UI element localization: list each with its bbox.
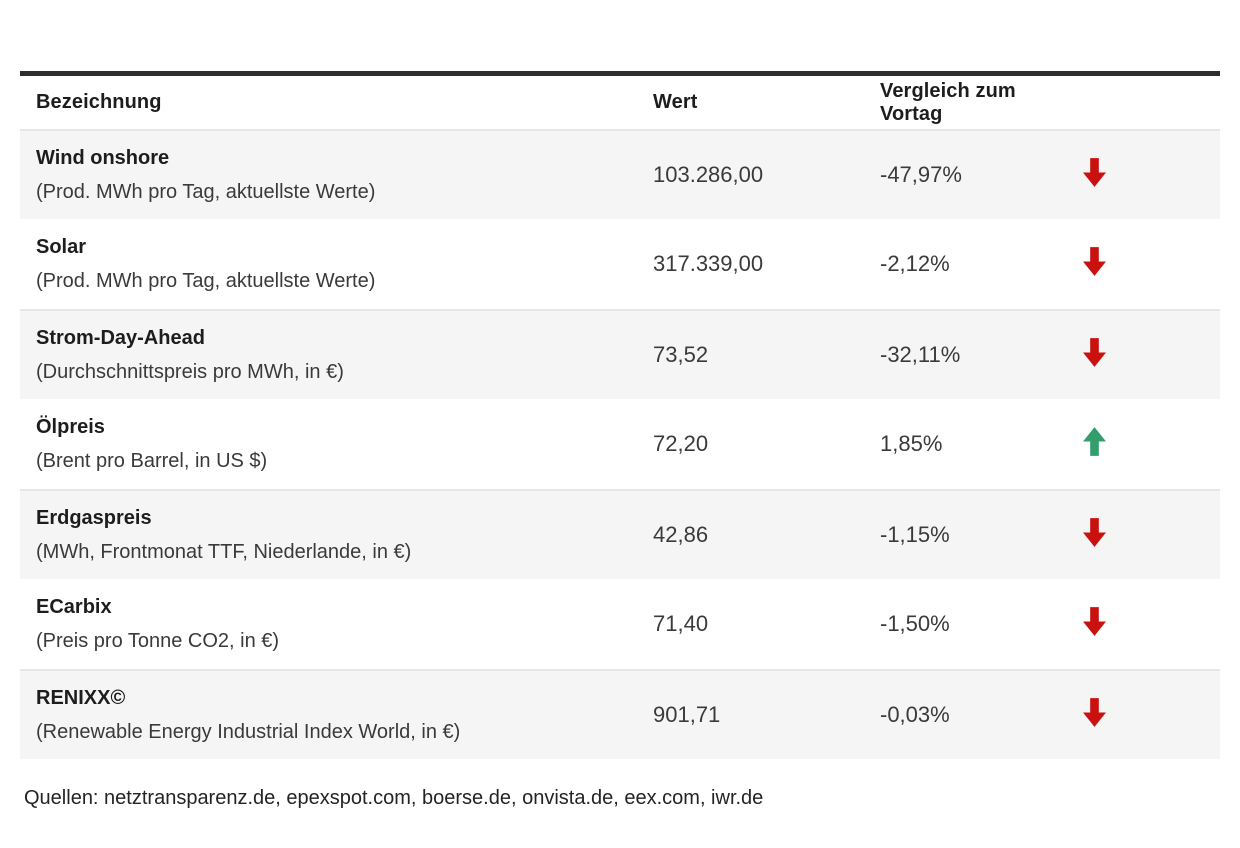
row-description: (MWh, Frontmonat TTF, Niederlande, in €) <box>36 541 412 563</box>
row-value: 901,71 <box>653 702 721 727</box>
down-arrow-icon <box>1083 607 1106 636</box>
row-change: -0,03% <box>880 702 950 727</box>
row-change: -47,97% <box>880 162 962 187</box>
table-row: Strom-Day-Ahead (Durchschnittspreis pro … <box>20 309 1220 399</box>
row-change: -1,15% <box>880 522 950 547</box>
table-row: Solar (Prod. MWh pro Tag, aktuellste Wer… <box>20 219 1220 309</box>
table-header-row: Bezeichnung Wert Vergleich zum Vortag <box>20 76 1220 129</box>
row-change: -1,50% <box>880 611 950 636</box>
row-name: RENIXX© <box>36 687 126 709</box>
row-value: 72,20 <box>653 431 709 456</box>
row-change: -32,11% <box>880 342 961 367</box>
table-row: Ölpreis (Brent pro Barrel, in US $) 72,2… <box>20 399 1220 489</box>
row-name: Wind onshore <box>36 147 170 169</box>
row-name: Strom-Day-Ahead <box>36 327 205 349</box>
row-value: 42,86 <box>653 522 709 547</box>
energy-data-table: Bezeichnung Wert Vergleich zum Vortag Wi… <box>20 71 1220 810</box>
row-value: 317.339,00 <box>653 251 764 276</box>
row-name: Ölpreis <box>36 416 105 438</box>
table-row: Wind onshore (Prod. MWh pro Tag, aktuell… <box>20 129 1220 219</box>
row-description: (Renewable Energy Industrial Index World… <box>36 721 461 743</box>
row-value: 71,40 <box>653 611 709 636</box>
column-header-wert: Wert <box>653 91 698 113</box>
column-header-vergleich: Vergleich zum Vortag <box>880 79 1016 125</box>
row-description: (Prod. MWh pro Tag, aktuellste Werte) <box>36 270 376 292</box>
row-value: 103.286,00 <box>653 162 764 187</box>
row-name: Erdgaspreis <box>36 507 152 529</box>
row-description: (Brent pro Barrel, in US $) <box>36 450 268 472</box>
column-header-bezeichnung: Bezeichnung <box>36 91 162 113</box>
row-name: Solar <box>36 236 87 258</box>
down-arrow-icon <box>1083 518 1106 547</box>
down-arrow-icon <box>1083 158 1106 187</box>
row-value: 73,52 <box>653 342 709 367</box>
table-row: Erdgaspreis (MWh, Frontmonat TTF, Nieder… <box>20 489 1220 579</box>
table-row: RENIXX© (Renewable Energy Industrial Ind… <box>20 669 1220 759</box>
row-description: (Preis pro Tonne CO2, in €) <box>36 630 280 652</box>
up-arrow-icon <box>1083 427 1106 456</box>
down-arrow-icon <box>1083 698 1106 727</box>
table-top-rule <box>20 71 1220 76</box>
row-change: 1,85% <box>880 431 943 456</box>
down-arrow-icon <box>1083 247 1106 276</box>
down-arrow-icon <box>1083 338 1106 367</box>
table-row: ECarbix (Preis pro Tonne CO2, in €) 71,4… <box>20 579 1220 669</box>
row-description: (Prod. MWh pro Tag, aktuellste Werte) <box>36 181 376 203</box>
row-name: ECarbix <box>36 596 112 618</box>
row-description: (Durchschnittspreis pro MWh, in €) <box>36 361 344 383</box>
sources-line: Quellen: netztransparenz.de, epexspot.co… <box>24 787 764 809</box>
row-change: -2,12% <box>880 251 950 276</box>
